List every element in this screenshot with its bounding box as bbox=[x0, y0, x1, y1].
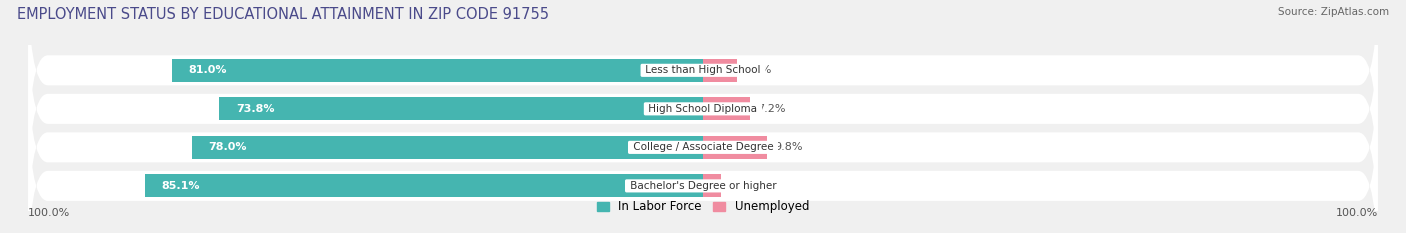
Bar bbox=[703, 97, 751, 120]
Text: Less than High School: Less than High School bbox=[643, 65, 763, 75]
Text: 2.7%: 2.7% bbox=[727, 181, 756, 191]
Bar bbox=[173, 59, 703, 82]
Text: 81.0%: 81.0% bbox=[188, 65, 228, 75]
Text: 100.0%: 100.0% bbox=[1336, 208, 1378, 218]
Text: 85.1%: 85.1% bbox=[162, 181, 200, 191]
Text: 78.0%: 78.0% bbox=[208, 142, 247, 152]
Bar bbox=[703, 136, 768, 159]
Text: Bachelor's Degree or higher: Bachelor's Degree or higher bbox=[627, 181, 779, 191]
Bar bbox=[703, 174, 721, 197]
Text: 9.8%: 9.8% bbox=[773, 142, 803, 152]
FancyBboxPatch shape bbox=[28, 8, 1378, 209]
Text: 73.8%: 73.8% bbox=[236, 104, 274, 114]
FancyBboxPatch shape bbox=[28, 85, 1378, 233]
Bar bbox=[145, 174, 703, 197]
Text: 100.0%: 100.0% bbox=[28, 208, 70, 218]
Bar bbox=[703, 59, 737, 82]
Text: 7.2%: 7.2% bbox=[756, 104, 785, 114]
Text: EMPLOYMENT STATUS BY EDUCATIONAL ATTAINMENT IN ZIP CODE 91755: EMPLOYMENT STATUS BY EDUCATIONAL ATTAINM… bbox=[17, 7, 548, 22]
Text: Source: ZipAtlas.com: Source: ZipAtlas.com bbox=[1278, 7, 1389, 17]
Text: High School Diploma: High School Diploma bbox=[645, 104, 761, 114]
Text: 5.2%: 5.2% bbox=[744, 65, 772, 75]
Text: College / Associate Degree: College / Associate Degree bbox=[630, 142, 776, 152]
Legend: In Labor Force, Unemployed: In Labor Force, Unemployed bbox=[598, 200, 808, 213]
Bar bbox=[191, 136, 703, 159]
FancyBboxPatch shape bbox=[28, 0, 1378, 171]
Bar bbox=[219, 97, 703, 120]
FancyBboxPatch shape bbox=[28, 47, 1378, 233]
